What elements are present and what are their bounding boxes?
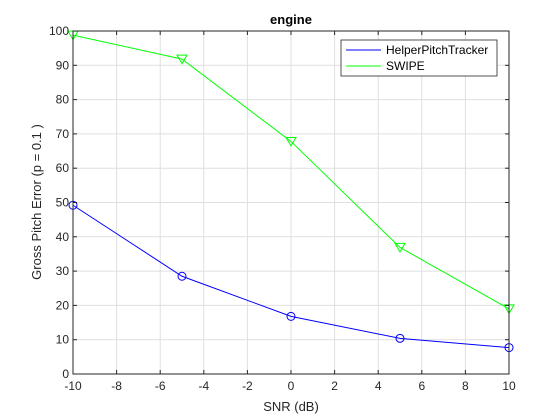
series-line-swipe bbox=[72, 34, 510, 310]
series-line-helperpitchtracker bbox=[72, 204, 510, 349]
y-tick-label: 100 bbox=[49, 24, 69, 38]
x-tick-label: 0 bbox=[288, 379, 295, 393]
x-tick-label: -4 bbox=[198, 379, 209, 393]
y-tick-label: 80 bbox=[56, 93, 70, 107]
y-tick-label: 30 bbox=[56, 264, 70, 278]
x-tick-label: 4 bbox=[375, 379, 382, 393]
data-point-helperpitchtracker bbox=[286, 311, 296, 321]
y-tick-label: 10 bbox=[56, 333, 70, 347]
y-tick-label: 60 bbox=[56, 161, 70, 175]
legend: HelperPitchTracker SWIPE bbox=[340, 39, 498, 77]
x-axis-label: SNR (dB) bbox=[263, 399, 319, 414]
x-tick-label: -2 bbox=[242, 379, 253, 393]
legend-label-helperpitchtracker: HelperPitchTracker bbox=[386, 43, 488, 57]
series-layer bbox=[67, 30, 515, 353]
x-tick-label: 8 bbox=[462, 379, 469, 393]
y-tick-label: 20 bbox=[56, 298, 70, 312]
x-tick-label: -10 bbox=[64, 379, 82, 393]
data-point-helperpitchtracker bbox=[177, 271, 187, 281]
legend-label-swipe: SWIPE bbox=[386, 59, 425, 73]
x-tick-label: 2 bbox=[331, 379, 338, 393]
x-tick-label: 10 bbox=[502, 379, 516, 393]
y-tick-label: 70 bbox=[56, 127, 70, 141]
data-point-helperpitchtracker bbox=[395, 333, 405, 343]
y-tick-label: 0 bbox=[62, 367, 69, 381]
grid bbox=[73, 31, 509, 374]
y-tick-label: 40 bbox=[56, 230, 70, 244]
data-point-swipe bbox=[285, 136, 297, 147]
x-tick-label: 6 bbox=[418, 379, 425, 393]
y-tick-label: 50 bbox=[56, 196, 70, 210]
data-point-swipe bbox=[394, 242, 406, 253]
x-tick-label: -6 bbox=[155, 379, 166, 393]
x-tick-label: -8 bbox=[111, 379, 122, 393]
y-tick-label: 90 bbox=[56, 58, 70, 72]
chart-title: engine bbox=[270, 12, 312, 27]
legend-box bbox=[340, 39, 498, 77]
y-axis-label: Gross Pitch Error (p = 0.1 ) bbox=[29, 124, 44, 280]
data-point-swipe bbox=[176, 54, 188, 65]
